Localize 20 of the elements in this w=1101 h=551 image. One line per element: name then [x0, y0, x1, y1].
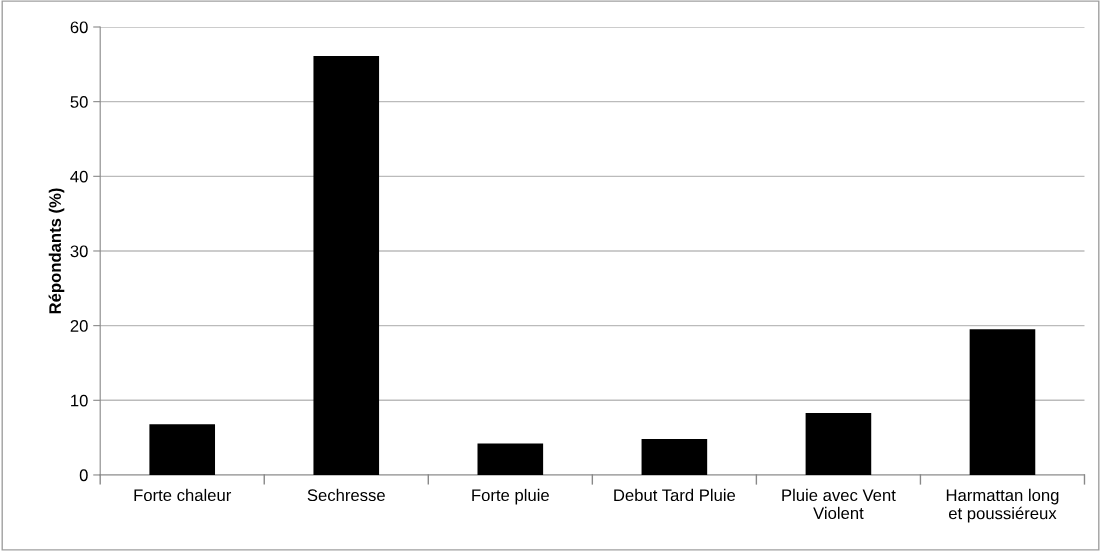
bar	[969, 329, 1036, 475]
x-tick-label: Harmattan long et poussiéreux	[946, 488, 1059, 523]
bar	[313, 56, 380, 475]
y-tick-label: 10	[71, 394, 88, 407]
y-tick-label: 50	[70, 96, 88, 108]
bar	[149, 424, 216, 475]
y-axis-title: Répondants (%)	[48, 188, 65, 314]
y-tick-label: 20	[70, 320, 88, 332]
bar	[477, 443, 544, 475]
bar	[641, 439, 708, 475]
x-tick-label: Debut Tard Pluie	[614, 488, 736, 502]
bar	[805, 412, 872, 475]
x-tick-label: Forte pluie	[472, 488, 549, 505]
x-tick-label: Forte chaleur	[134, 488, 232, 502]
y-tick-label: 0	[79, 469, 88, 482]
y-tick-label: 40	[70, 170, 88, 183]
x-tick-label: Pluie avec Vent Violent	[782, 488, 896, 520]
x-tick-label: Sechresse	[307, 488, 385, 502]
y-tick-label: 60	[70, 21, 88, 34]
y-tick-label: 30	[70, 245, 88, 258]
